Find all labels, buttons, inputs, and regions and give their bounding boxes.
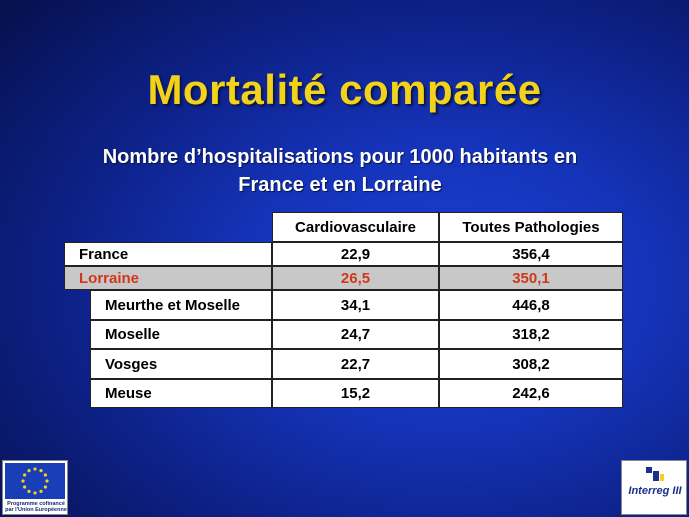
interreg-emblem-icon	[646, 467, 664, 481]
row-label: Lorraine	[64, 266, 272, 290]
interreg-logo: Interreg III	[621, 460, 687, 515]
slide-subtitle: Nombre d’hospitalisations pour 1000 habi…	[40, 143, 640, 199]
cell-cardio: 24,7	[272, 320, 439, 349]
cell-cardio: 26,5	[272, 266, 439, 290]
row-label: Meurthe et Moselle	[90, 290, 272, 320]
subtitle-line-1: Nombre d’hospitalisations pour 1000 habi…	[102, 146, 578, 168]
cell-toutes: 308,2	[439, 349, 623, 379]
eu-caption: Programme cofinancé par l'Union Européen…	[4, 501, 68, 513]
cell-toutes: 446,8	[439, 290, 623, 320]
row-label: France	[64, 242, 272, 266]
eu-caption-line-1: Programme cofinancé	[7, 501, 65, 507]
row-label: Meuse	[90, 379, 272, 408]
cell-cardio: 15,2	[272, 379, 439, 408]
cell-toutes: 356,4	[439, 242, 623, 266]
cell-cardio: 34,1	[272, 290, 439, 320]
cell-toutes: 318,2	[439, 320, 623, 349]
interreg-label: Interreg III	[628, 485, 682, 497]
row-label: Moselle	[90, 320, 272, 349]
cell-toutes: 242,6	[439, 379, 623, 408]
eu-flag-logo: Programme cofinancé par l'Union Européen…	[2, 460, 68, 515]
cell-cardio: 22,7	[272, 349, 439, 379]
column-header-cardiovasculaire: Cardiovasculaire	[272, 212, 439, 242]
cell-cardio: 22,9	[272, 242, 439, 266]
eu-caption-line-2: par l'Union Européenne	[5, 507, 67, 513]
slide-title: Mortalité comparée	[147, 66, 542, 113]
subtitle-line-2: France et en Lorraine	[238, 174, 442, 196]
column-header-toutes-pathologies: Toutes Pathologies	[439, 212, 623, 242]
eu-stars-icon	[5, 463, 65, 499]
row-label: Vosges	[90, 349, 272, 379]
cell-toutes: 350,1	[439, 266, 623, 290]
